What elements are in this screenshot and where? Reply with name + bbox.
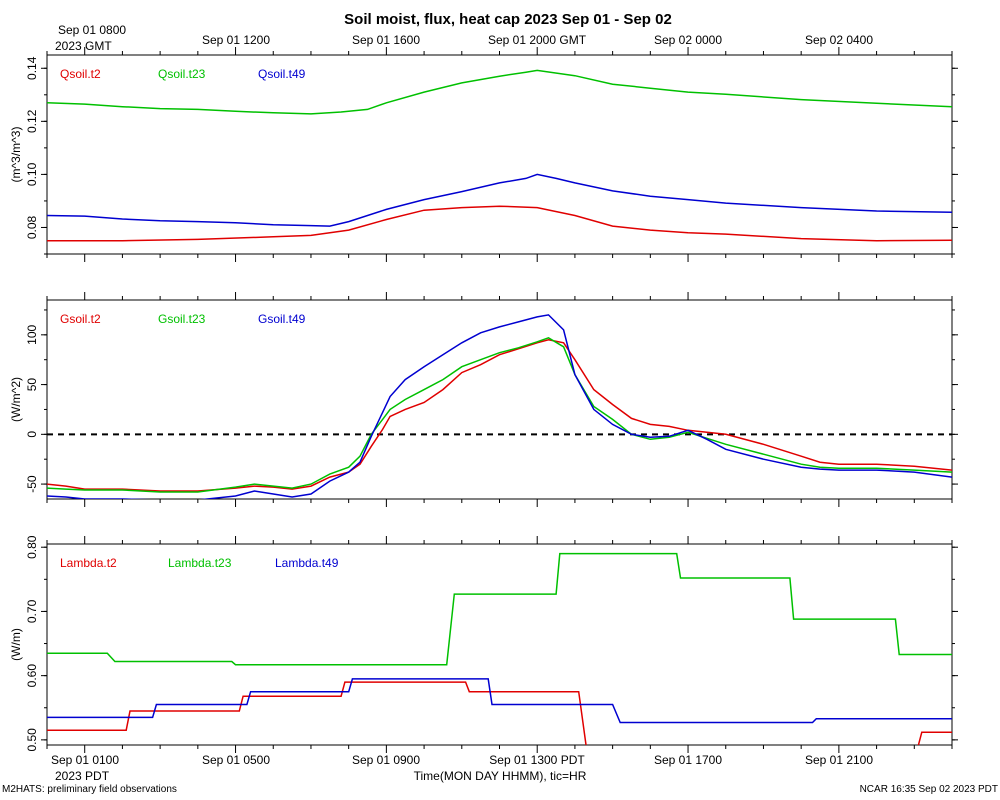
legend-label: Gsoil.t2	[60, 312, 101, 326]
bottom-axis-first-sublabel: 2023 PDT	[55, 769, 110, 783]
bottom-axis-label: Sep 01 0900	[352, 753, 420, 767]
y-tick-label: 0.08	[25, 215, 39, 239]
top-axis-label: Sep 01 1200	[202, 33, 270, 47]
panel-thermal-conductivity: 0.50 0.60 0.70 0.80 (W/m) Lambda.t2 Lambda.t23…	[9, 535, 958, 753]
series-line-gsoil-t23	[47, 336, 952, 493]
y-tick-label: 0	[25, 431, 39, 438]
top-axis-label: Sep 01 2000 GMT	[488, 33, 587, 47]
y-tick-label: 0.70	[25, 599, 39, 623]
series-line-qsoil-t23	[47, 69, 952, 115]
y-tick-label: 50	[25, 378, 39, 392]
top-axis-label: Sep 01 1600	[352, 33, 420, 47]
plot-frame	[46, 543, 953, 746]
series-line-lambda-t23	[47, 552, 952, 666]
x-axis-title: Time(MON DAY HHMM), tic=HR	[414, 769, 587, 783]
legend-label: Lambda.t23	[168, 556, 232, 570]
plot-frame	[46, 54, 953, 255]
legend-label: Lambda.t2	[60, 556, 117, 570]
series-line-gsoil-t49	[47, 314, 952, 499]
footer-left: M2HATS: preliminary field observations	[2, 784, 177, 795]
y-tick-label: 0.60	[25, 664, 39, 688]
panel-soil-moisture: 0.08 0.10 0.12 0.14 (m^3/m^3) Qsoil.t2 Qsoil.t…	[9, 47, 958, 262]
footer-right: NCAR 16:35 Sep 02 2023 PDT	[860, 784, 998, 795]
legend-label: Qsoil.t23	[158, 67, 206, 81]
y-tick-label: 0.50	[25, 728, 39, 752]
y-tick-label: 0.10	[25, 162, 39, 186]
y-axis-title: (m^3/m^3)	[9, 127, 23, 183]
bottom-axis-label: Sep 01 1300 PDT	[489, 753, 585, 767]
bottom-time-axis: Sep 01 0100 2023 PDT Sep 01 0500 Sep 01 …	[51, 753, 873, 783]
y-tick-label: 0.14	[25, 56, 39, 80]
top-axis-label: Sep 02 0000	[654, 33, 722, 47]
top-time-axis: Sep 01 0800 2023 GMT Sep 01 1200 Sep 01 …	[55, 23, 873, 53]
legend-label: Lambda.t49	[275, 556, 339, 570]
y-tick-label: 0.80	[25, 535, 39, 559]
top-axis-first-sublabel: 2023 GMT	[55, 39, 112, 53]
legend-label: Qsoil.t2	[60, 67, 101, 81]
legend-label: Qsoil.t49	[258, 67, 306, 81]
series-line-lambda-t49	[47, 678, 952, 724]
bottom-axis-first-label: Sep 01 0100	[51, 753, 119, 767]
bottom-axis-label: Sep 01 2100	[805, 753, 873, 767]
top-axis-label: Sep 02 0400	[805, 33, 873, 47]
y-axis-title: (W/m^2)	[9, 377, 23, 422]
legend-label: Gsoil.t23	[158, 312, 206, 326]
y-axis-title: (W/m)	[9, 628, 23, 661]
top-axis-first-label: Sep 01 0800	[58, 23, 126, 37]
y-tick-label: 0.12	[25, 109, 39, 133]
legend-label: Gsoil.t49	[258, 312, 306, 326]
chart-title: Soil moist, flux, heat cap 2023 Sep 01 -…	[344, 11, 672, 28]
y-tick-label: 100	[25, 324, 39, 344]
series-line-gsoil-t2	[47, 339, 952, 492]
panel-soil-heat-flux: -50 0 50 100 (W/m^2) Gsoil.t2 Gsoil.t23 Gsoil.t…	[9, 292, 958, 507]
series-line-qsoil-t49	[47, 173, 952, 227]
bottom-axis-label: Sep 01 1700	[654, 753, 722, 767]
series-line-lambda-t2	[47, 681, 952, 745]
series-line-qsoil-t2	[47, 205, 952, 242]
y-tick-label: -50	[25, 475, 39, 493]
bottom-axis-label: Sep 01 0500	[202, 753, 270, 767]
